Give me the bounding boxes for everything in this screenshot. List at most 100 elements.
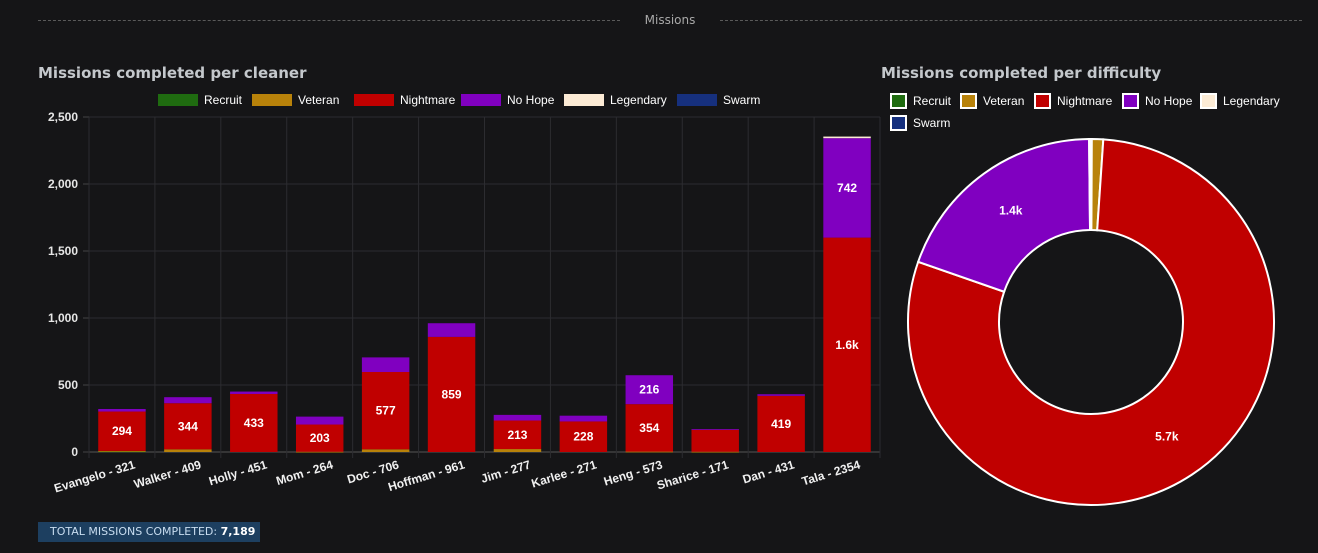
legend-label: Swarm xyxy=(723,93,761,107)
donut-legend-legendary[interactable]: Legendary xyxy=(1200,93,1280,109)
bar-data-label: 294 xyxy=(112,424,132,438)
donut-slice-legendary xyxy=(1088,137,1092,232)
x-tick-label: Evangelo - 321 xyxy=(52,457,137,495)
legend-swatch xyxy=(354,94,394,106)
legend-swatch xyxy=(890,93,907,109)
bar-data-label: 419 xyxy=(771,417,791,431)
y-tick-label: 1,500 xyxy=(48,244,78,258)
bar-chart-title: Missions completed per cleaner xyxy=(38,64,307,82)
bar-segment-no-hope xyxy=(823,138,871,238)
bar-segment-nightmare xyxy=(361,372,410,450)
bar-data-label: 742 xyxy=(837,181,857,195)
donut-legend-no-hope[interactable]: No Hope xyxy=(1122,93,1192,109)
x-tick-label: Dan - 431 xyxy=(741,457,796,486)
x-tick-label: Tala - 2354 xyxy=(800,457,862,488)
bar-data-label: 203 xyxy=(310,431,330,445)
bar-segment-veteran xyxy=(164,449,212,452)
bar-segment-legendary xyxy=(823,136,871,139)
legend-swatch xyxy=(677,94,717,106)
bar-legend-swarm[interactable]: Swarm xyxy=(677,93,760,107)
x-tick-label: Walker - 409 xyxy=(132,457,203,491)
donut-legend-recruit[interactable]: Recruit xyxy=(890,93,951,109)
legend-swatch xyxy=(890,115,907,131)
bar-data-label: 1.6k xyxy=(835,338,859,352)
x-tick-label: Hoffman - 961 xyxy=(386,457,466,494)
legend-label: Nightmare xyxy=(400,93,456,107)
donut-slice-no-hope xyxy=(916,137,1092,294)
x-tick-label: Doc - 706 xyxy=(345,457,400,486)
donut-slice-nightmare xyxy=(907,138,1275,506)
donut-legend-swarm[interactable]: Swarm xyxy=(890,115,950,131)
bar-data-label: 344 xyxy=(178,419,198,433)
bar-segment-no-hope xyxy=(164,397,212,404)
legend-swatch xyxy=(1122,93,1139,109)
bar-legend-veteran[interactable]: Veteran xyxy=(252,93,339,107)
legend-swatch xyxy=(158,94,198,106)
donut-slice-veteran xyxy=(1090,137,1105,232)
bar-segment-nightmare xyxy=(559,421,608,452)
bar-segment-nightmare xyxy=(691,429,739,452)
bar-data-label: 577 xyxy=(376,404,396,418)
legend-label: Recruit xyxy=(204,93,243,107)
bar-data-label: 354 xyxy=(639,421,659,435)
legend-label: Swarm xyxy=(913,116,951,130)
legend-swatch xyxy=(461,94,501,106)
x-tick-label: Heng - 573 xyxy=(602,457,664,488)
bar-segment-veteran xyxy=(493,449,542,452)
y-tick-label: 2,000 xyxy=(48,177,78,191)
legend-label: Legendary xyxy=(610,93,667,107)
bar-data-label: 213 xyxy=(507,428,527,442)
bar-segment-no-hope xyxy=(98,408,146,412)
donut-data-label: 1.4k xyxy=(999,203,1023,217)
y-tick-label: 1,000 xyxy=(48,311,78,325)
donut-legend-nightmare[interactable]: Nightmare xyxy=(1034,93,1112,109)
bar-segment-veteran xyxy=(295,451,344,453)
bar-segment-no-hope xyxy=(295,416,344,425)
bar-segment-veteran xyxy=(691,451,739,453)
x-tick-label: Holly - 451 xyxy=(207,457,269,488)
bar-segment-nightmare xyxy=(98,411,146,451)
x-tick-label: Karlee - 271 xyxy=(530,457,599,490)
bar-segment-nightmare xyxy=(625,404,674,452)
bar-segment-no-hope xyxy=(361,357,410,373)
donut-data-label: 5.7k xyxy=(1155,430,1179,444)
bar-segment-nightmare xyxy=(295,424,344,452)
section-divider: Missions xyxy=(38,13,1302,27)
legend-label: Veteran xyxy=(298,93,340,107)
donut-legend-veteran[interactable]: Veteran xyxy=(960,93,1024,109)
y-tick-label: 0 xyxy=(71,445,78,459)
bar-segment-nightmare xyxy=(823,237,871,452)
bar-segment-no-hope xyxy=(625,375,674,405)
bar-segment-nightmare xyxy=(757,395,805,452)
bar-segment-no-hope xyxy=(757,394,805,396)
bar-segment-nightmare xyxy=(493,420,542,450)
y-tick-label: 2,500 xyxy=(48,110,78,124)
legend-label: Recruit xyxy=(913,94,952,108)
y-tick-label: 500 xyxy=(58,378,78,392)
bar-legend-recruit[interactable]: Recruit xyxy=(158,93,242,107)
bar-segment-nightmare xyxy=(164,403,212,450)
bar-segment-veteran xyxy=(98,450,146,452)
legend-swatch xyxy=(960,93,977,109)
bar-segment-no-hope xyxy=(691,429,739,430)
total-missions-value: 7,189 xyxy=(220,525,256,538)
bar-segment-veteran xyxy=(625,451,674,453)
bar-segment-no-hope xyxy=(493,414,542,421)
bar-data-label: 216 xyxy=(639,383,659,397)
donut-chart-title: Missions completed per difficulty xyxy=(881,64,1162,82)
legend-swatch xyxy=(564,94,604,106)
legend-swatch xyxy=(1200,93,1217,109)
bar-segment-veteran xyxy=(361,449,410,452)
bar-data-label: 433 xyxy=(244,416,264,430)
bar-legend-legendary[interactable]: Legendary xyxy=(564,93,667,107)
total-missions-badge: TOTAL MISSIONS COMPLETED: 7,189 xyxy=(38,522,260,542)
legend-label: No Hope xyxy=(1145,94,1193,108)
legend-label: Legendary xyxy=(1223,94,1280,108)
x-tick-label: Jim - 277 xyxy=(479,457,533,486)
bar-data-label: 228 xyxy=(573,430,593,444)
bar-legend-no-hope[interactable]: No Hope xyxy=(461,93,554,107)
section-label: Missions xyxy=(644,13,696,27)
bar-legend-nightmare[interactable]: Nightmare xyxy=(354,93,455,107)
